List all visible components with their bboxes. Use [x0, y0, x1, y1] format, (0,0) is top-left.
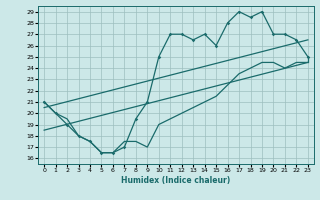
X-axis label: Humidex (Indice chaleur): Humidex (Indice chaleur): [121, 176, 231, 185]
